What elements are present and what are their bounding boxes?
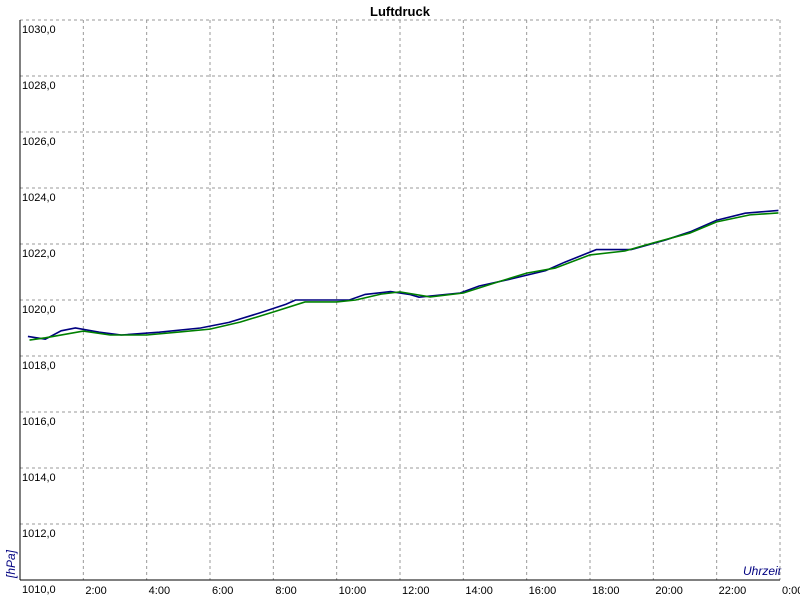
- x-tick-label: 18:00: [592, 585, 620, 597]
- y-tick-label: 1014,0: [22, 472, 56, 484]
- x-tick-label: 0:00: [782, 585, 800, 597]
- y-tick-label: 1024,0: [22, 192, 56, 204]
- x-tick-label: 22:00: [719, 585, 747, 597]
- y-tick-label: 1020,0: [22, 304, 56, 316]
- y-tick-label: 1022,0: [22, 248, 56, 260]
- x-tick-label: 14:00: [465, 585, 493, 597]
- x-tick-label: 2:00: [85, 585, 106, 597]
- x-tick-label: 8:00: [275, 585, 296, 597]
- y-axis-label: [hPa]: [4, 549, 18, 579]
- x-axis-label: Uhrzeit: [743, 564, 782, 578]
- y-tick-label: 1028,0: [22, 80, 56, 92]
- chart-title: Luftdruck: [370, 4, 431, 19]
- x-tick-label: 10:00: [339, 585, 367, 597]
- series-line: [29, 212, 779, 341]
- x-tick-label: 12:00: [402, 585, 430, 597]
- y-tick-label: 1030,0: [22, 24, 56, 36]
- y-tick-label: 1012,0: [22, 528, 56, 540]
- y-tick-label: 1010,0: [22, 584, 56, 596]
- x-tick-label: 16:00: [529, 585, 557, 597]
- x-tick-label: 4:00: [149, 585, 170, 597]
- y-tick-label: 1026,0: [22, 136, 56, 148]
- x-tick-label: 6:00: [212, 585, 233, 597]
- y-tick-label: 1016,0: [22, 416, 56, 428]
- y-tick-label: 1018,0: [22, 360, 56, 372]
- x-tick-label: 20:00: [655, 585, 683, 597]
